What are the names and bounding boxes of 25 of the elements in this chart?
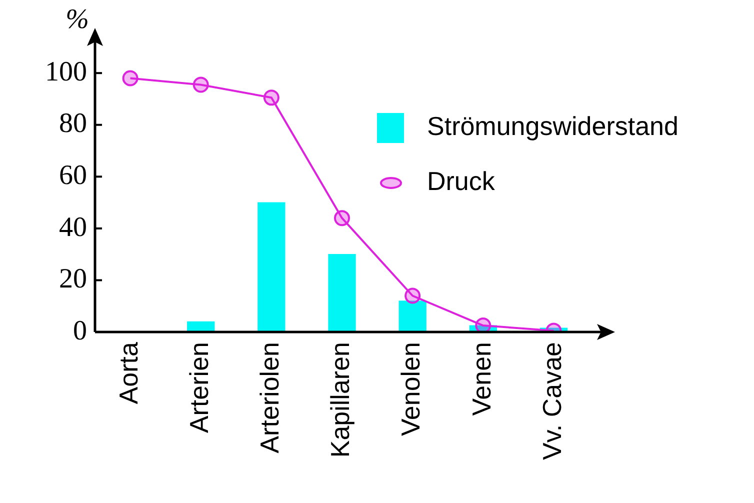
point [475,318,492,332]
y-tick-label: 40 [59,212,87,243]
y-axis-title: % [66,4,89,35]
y-tick-label: 60 [59,160,87,191]
x-tick-label: Arteriolen [254,342,285,454]
x-tick-label: Aorta [113,341,144,404]
point [122,70,138,86]
x-tick-label: Arterien [184,342,214,434]
y-tick-label: 100 [45,56,87,88]
bar [328,254,356,332]
legend-label: Strömungswiderstand [427,111,678,142]
legend-label: Druck [427,166,496,196]
point [404,288,421,304]
y-tick-label: 80 [59,108,87,140]
bar [258,202,286,332]
y-tick-label: 20 [59,264,87,295]
bar [398,300,426,332]
x-tick-label: Kapillaren [325,342,356,458]
point [334,210,350,226]
y-tick-label: 0 [73,315,87,346]
x-tick-label: Venen [466,342,496,416]
point [192,76,209,93]
x-tick-label: Vv. Cavae [536,342,567,460]
point [263,90,280,106]
x-tick-label: Venolen [396,342,426,436]
